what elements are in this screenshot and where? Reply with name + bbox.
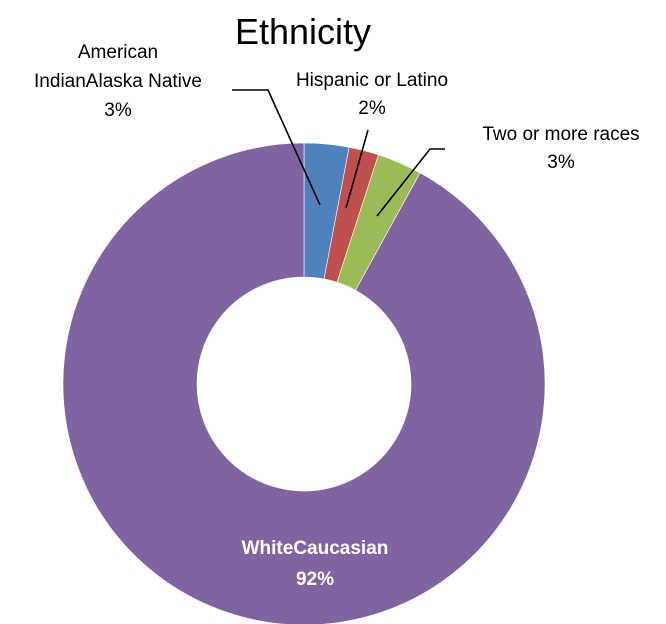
category-label-american-indian-alaska-native: American: [78, 42, 158, 63]
leader-line-american-indian-alaska-native: [232, 89, 321, 206]
leader-line-two-or-more-races: [376, 148, 445, 217]
labels-group: American IndianAlaska Native 3% Hispanic or…: [34, 42, 640, 590]
data-label-white-caucasian: WhiteCaucasian 92%: [242, 538, 389, 590]
category-label-hispanic-or-latino: Hispanic or Latino: [296, 70, 448, 91]
leader-line-hispanic-or-latino: [345, 129, 369, 209]
value-label-white-caucasian: 92%: [296, 569, 334, 590]
value-label-american-indian-alaska-native: 3%: [104, 100, 132, 121]
slice-white-caucasian: [62, 142, 546, 624]
value-label-two-or-more-races: 3%: [547, 152, 575, 173]
data-label-hispanic-or-latino: Hispanic or Latino 2%: [296, 70, 448, 119]
value-label-hispanic-or-latino: 2%: [358, 98, 386, 119]
category-label-american-indian-alaska-native: IndianAlaska Native: [34, 71, 202, 92]
data-label-two-or-more-races: Two or more races 3%: [482, 124, 639, 173]
chart-title: Ethnicity: [235, 11, 371, 52]
slices-group: [62, 142, 546, 624]
category-label-white-caucasian: WhiteCaucasian: [242, 538, 389, 559]
leader-lines-group: [232, 89, 445, 217]
category-label-two-or-more-races: Two or more races: [482, 124, 639, 145]
data-label-american-indian-alaska-native: American IndianAlaska Native 3%: [34, 42, 202, 121]
